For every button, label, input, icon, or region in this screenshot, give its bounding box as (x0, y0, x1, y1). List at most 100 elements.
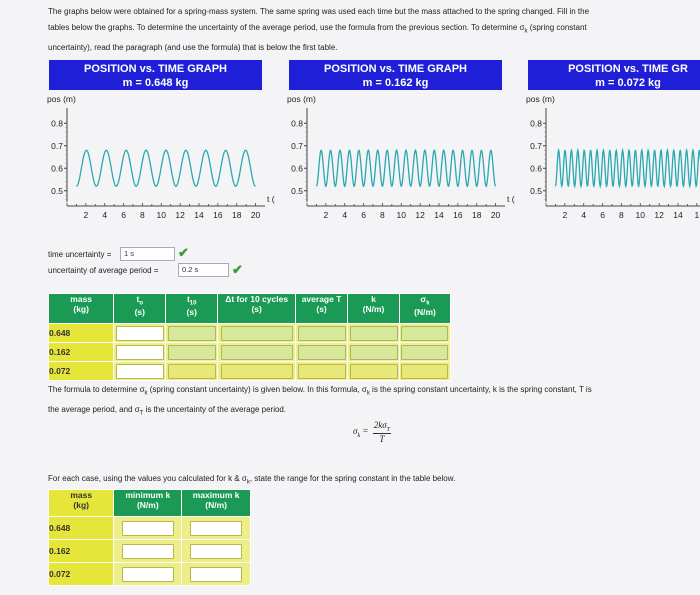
x-tick-label: 12 (654, 210, 664, 220)
position-time-graph-3: POSITION vs. TIME GR m = 0.072 kg pos (m… (516, 60, 700, 220)
k-input[interactable] (349, 325, 398, 341)
y-tick-label: 0.7 (51, 141, 63, 151)
graph-1-mass: m = 0.648 kg (122, 77, 189, 89)
x-tick-label: 6 (121, 210, 126, 220)
y-axis-label: pos (m) (47, 94, 76, 104)
x-tick-label: 10 (157, 210, 167, 220)
position-time-graph-1: POSITION vs. TIME GRAPH m = 0.648 kg pos… (37, 60, 275, 220)
x-tick-label: 6 (600, 210, 605, 220)
y-tick-label: 0.7 (291, 141, 303, 151)
graph-2-plot: pos (m) 0.8 0.7 0.6 0.5 2 4 6 8 10 12 14 16 18 20 t (s) (287, 94, 515, 220)
graph-3-mass: m = 0.072 kg (595, 77, 661, 89)
period-uncertainty-check-icon: ✔ (232, 262, 243, 277)
x-tick-label: 2 (323, 210, 328, 220)
position-time-graph-2: POSITION vs. TIME GRAPH m = 0.162 kg pos… (277, 60, 515, 220)
table-header-row: mass (kg) to (s) t10 (s) Δt for 10 cycles (s… (47, 293, 452, 324)
header-delta-t: Δt for 10 cycles (s) (217, 293, 297, 324)
x-tick-label: 16 (213, 210, 223, 220)
y-tick-label: 0.8 (291, 118, 303, 128)
graph-3-header: POSITION vs. TIME GR m = 0.072 kg (528, 60, 700, 90)
time-uncertainty-field[interactable]: 1 s (120, 247, 175, 261)
position-wave-line (554, 147, 700, 189)
mass-cell: 0.072 (47, 361, 115, 381)
table-row: 0.162 (47, 539, 251, 563)
header-average-t: average T (s) (295, 293, 349, 324)
x-tick-label: 20 (491, 210, 501, 220)
x-tick-label: 18 (232, 210, 242, 220)
x-tick-label: 8 (619, 210, 624, 220)
header-maximum-k: maximum k (N/m) (181, 489, 251, 517)
x-tick-label: 4 (581, 210, 586, 220)
header-mass: mass (kg) (47, 489, 115, 517)
t0-input[interactable] (115, 363, 164, 379)
maximum-k-input[interactable] (190, 520, 243, 536)
time-uncertainty-check-icon: ✔ (178, 245, 189, 260)
x-tick-label: 18 (472, 210, 482, 220)
k-input[interactable] (349, 363, 398, 379)
y-axis-label: pos (m) (526, 94, 555, 104)
x-tick-label: 14 (194, 210, 204, 220)
x-tick-label: 14 (434, 210, 444, 220)
header-t0: to (s) (113, 293, 167, 324)
period-uncertainty-label: uncertainty of average period = (48, 266, 159, 275)
minimum-k-input[interactable] (121, 520, 174, 536)
graph-1-plot: pos (m) 0.8 0.7 0.6 0.5 2 4 6 8 10 12 14 16 18 20 t (s) (47, 94, 275, 220)
delta-t-input[interactable] (220, 344, 293, 360)
x-tick-label: 12 (175, 210, 185, 220)
average-t-input[interactable] (297, 344, 346, 360)
table-row: 0.648 (47, 323, 452, 343)
maximum-k-input[interactable] (190, 543, 243, 559)
minimum-k-input[interactable] (121, 543, 174, 559)
y-tick-label: 0.5 (51, 186, 63, 196)
t10-input[interactable] (167, 325, 216, 341)
y-tick-label: 0.6 (291, 163, 303, 173)
graph-1-header: POSITION vs. TIME GRAPH m = 0.648 kg (49, 60, 262, 90)
t0-input[interactable] (115, 344, 164, 360)
y-tick-label: 0.8 (51, 118, 63, 128)
header-minimum-k: minimum k (N/m) (113, 489, 183, 517)
average-t-input[interactable] (297, 363, 346, 379)
x-tick-label: 16 (453, 210, 463, 220)
header-mass: mass (kg) (47, 293, 115, 324)
y-tick-label: 0.5 (530, 186, 542, 196)
delta-t-input[interactable] (220, 325, 293, 341)
mass-cell: 0.162 (47, 342, 115, 362)
instructions-line-2: tables below the graphs. To determine th… (48, 22, 587, 35)
table-row: 0.072 (47, 562, 251, 586)
t10-input[interactable] (167, 344, 216, 360)
period-uncertainty-field[interactable]: 0.2 s (178, 263, 229, 277)
maximum-k-input[interactable] (190, 566, 243, 582)
x-axis-label: t (s) (507, 194, 515, 204)
t10-input[interactable] (167, 363, 216, 379)
y-axis-label: pos (m) (287, 94, 316, 104)
table-row: 0.648 (47, 516, 251, 540)
x-tick-label: 10 (636, 210, 646, 220)
y-tick-label: 0.5 (291, 186, 303, 196)
x-tick-label: 12 (415, 210, 425, 220)
sigma-k-input[interactable] (401, 344, 449, 360)
minimum-k-input[interactable] (121, 566, 174, 582)
mass-cell: 0.648 (47, 516, 115, 540)
delta-t-input[interactable] (220, 363, 293, 379)
mass-cell: 0.072 (47, 562, 115, 586)
formula-numerator: 2kσT (372, 420, 391, 434)
instructions-line-1: The graphs below were obtained for a spr… (48, 7, 590, 16)
sigma-k-formula: σk = 2kσT T (353, 420, 391, 444)
x-tick-label: 8 (140, 210, 145, 220)
x-tick-label: 4 (102, 210, 107, 220)
formula-line-2: the average period, and σT is the uncert… (48, 404, 287, 417)
average-t-input[interactable] (297, 325, 346, 341)
x-tick-label: 6 (361, 210, 366, 220)
t0-input[interactable] (115, 325, 164, 341)
sigma-k-input[interactable] (401, 325, 449, 341)
graph-2-mass: m = 0.162 kg (362, 77, 429, 89)
y-tick-label: 0.6 (51, 163, 63, 173)
y-tick-label: 0.7 (530, 141, 542, 151)
x-tick-label: 4 (342, 210, 347, 220)
sigma-k-input[interactable] (401, 363, 449, 379)
k-input[interactable] (349, 344, 398, 360)
table-header-row: mass (kg) minimum k (N/m) maximum k (N/m) (47, 489, 251, 517)
graph-1-title: POSITION vs. TIME GRAPH (83, 63, 228, 75)
formula-denominator: T (379, 433, 385, 444)
